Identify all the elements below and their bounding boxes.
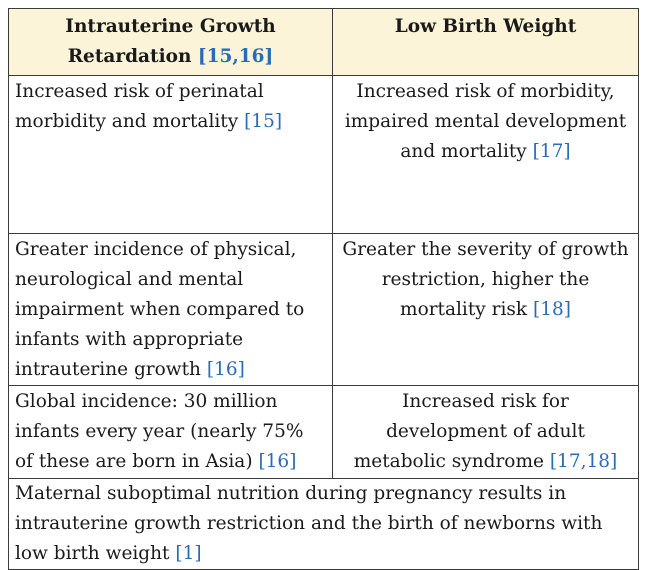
cell-text: Global incidence: 30 million infants eve…: [15, 391, 304, 472]
header-text: Intrauterine Growth Retardation: [65, 16, 276, 67]
header-cell-lbw: Low Birth Weight: [332, 8, 639, 76]
table-cell: Greater the severity of growth restricti…: [332, 233, 639, 386]
citation-link[interactable]: [1]: [175, 543, 202, 564]
comparison-table: Intrauterine Growth Retardation [15,16] …: [8, 8, 639, 570]
citation-link[interactable]: [15]: [244, 111, 283, 132]
table-header-row: Intrauterine Growth Retardation [15,16] …: [8, 8, 639, 76]
table-cell: Increased risk of morbidity, impaired me…: [332, 75, 639, 234]
cell-text: Increased risk of perinatal morbidity an…: [15, 81, 264, 132]
table-row: Increased risk of perinatal morbidity an…: [8, 75, 639, 234]
footer-text: Maternal suboptimal nutrition during pre…: [15, 483, 603, 564]
cell-text: Increased risk for development of adult …: [353, 391, 585, 472]
cell-text: Increased risk of morbidity, impaired me…: [344, 81, 627, 162]
citation-link[interactable]: [16]: [258, 451, 297, 472]
citation-link[interactable]: [17,18]: [549, 451, 618, 472]
table-cell: Greater incidence of physical, neurologi…: [8, 233, 333, 386]
table-cell: Increased risk for development of adult …: [332, 385, 639, 479]
cell-text: Greater the severity of growth restricti…: [342, 239, 629, 320]
table-footer-row: Maternal suboptimal nutrition during pre…: [8, 478, 639, 570]
citation-link[interactable]: [18]: [532, 299, 571, 320]
table-row: Global incidence: 30 million infants eve…: [8, 385, 639, 479]
header-text: Low Birth Weight: [394, 16, 577, 37]
cell-text: Greater incidence of physical, neurologi…: [15, 239, 305, 380]
table-row: Greater incidence of physical, neurologi…: [8, 233, 639, 386]
citation-link[interactable]: [15,16]: [197, 46, 274, 67]
table-cell: Increased risk of perinatal morbidity an…: [8, 75, 333, 234]
citation-link[interactable]: [16]: [206, 359, 245, 380]
table-cell: Global incidence: 30 million infants eve…: [8, 385, 333, 479]
header-cell-iugr: Intrauterine Growth Retardation [15,16]: [8, 8, 333, 76]
citation-link[interactable]: [17]: [532, 141, 571, 162]
footer-cell: Maternal suboptimal nutrition during pre…: [8, 478, 639, 570]
